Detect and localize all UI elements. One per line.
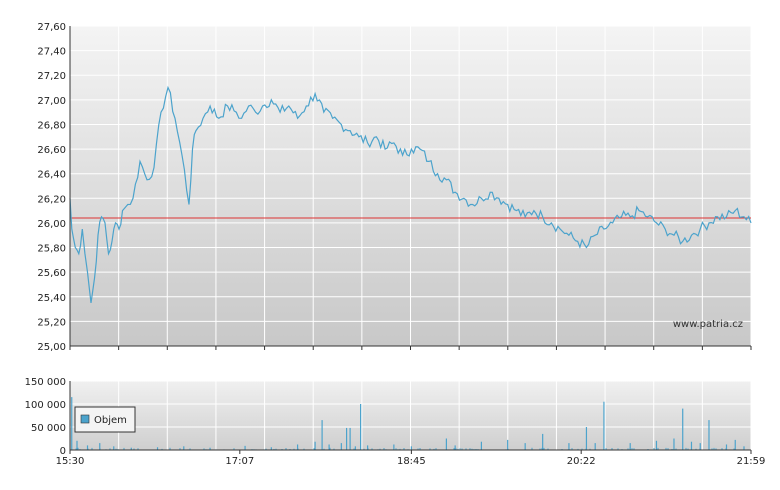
- price-grid: [69, 25, 752, 347]
- price-y-tick-label: 26,60: [37, 145, 66, 156]
- price-x-tick-marks: [69, 346, 752, 350]
- price-y-tick-labels: 27,60 27,40 27,20 27,00 26,80 26,60 26,40 26,20…: [37, 22, 66, 353]
- price-y-tick-label: 26,20: [37, 194, 66, 205]
- volume-y-tick-labels: 150 000 100 000 50 000 0: [25, 377, 66, 457]
- price-y-tick-label: 25,00: [37, 342, 66, 353]
- x-tick-label: 18:45: [397, 456, 426, 467]
- price-y-tick-label: 26,80: [37, 120, 66, 131]
- volume-y-tick-label: 100 000: [25, 400, 66, 411]
- price-y-tick-label: 26,00: [37, 219, 66, 230]
- legend-swatch: [80, 414, 90, 424]
- price-series-line: [69, 85, 752, 303]
- price-y-tick-label: 26,40: [37, 170, 66, 181]
- volume-x-tick-labels: 15:30 17:07 18:45 20:22 21:59: [56, 450, 766, 467]
- price-y-tick-label: 27,40: [37, 47, 66, 58]
- x-tick-label: 15:30: [56, 456, 85, 467]
- price-y-tick-label: 25,80: [37, 244, 66, 255]
- x-tick-label: 20:22: [567, 456, 596, 467]
- volume-y-tick-label: 50 000: [31, 423, 66, 434]
- x-tick-label: 21:59: [737, 456, 766, 467]
- price-y-tick-label: 25,60: [37, 268, 66, 279]
- price-y-tick-label: 27,00: [37, 96, 66, 107]
- price-y-tick-label: 25,40: [37, 293, 66, 304]
- legend-label: Objem: [94, 415, 127, 426]
- watermark: www.patria.cz: [673, 319, 743, 330]
- x-tick-label: 17:07: [225, 456, 254, 467]
- volume-legend: Objem: [74, 406, 136, 433]
- volume-y-tick-label: 150 000: [25, 377, 66, 388]
- price-y-tick-label: 27,60: [37, 22, 66, 33]
- volume-y-tick-label: 0: [60, 446, 66, 457]
- price-y-tick-label: 27,20: [37, 71, 66, 82]
- price-y-tick-label: 25,20: [37, 317, 66, 328]
